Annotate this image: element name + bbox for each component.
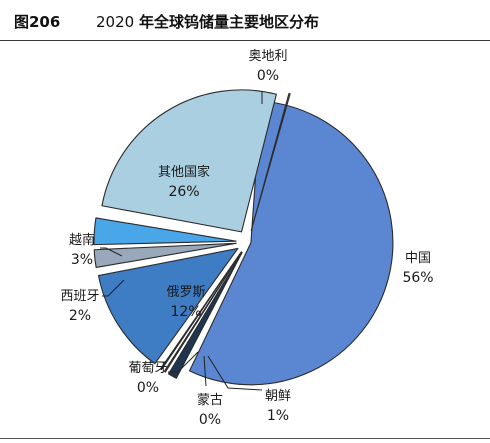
slice-value-label-4: 0% bbox=[137, 380, 159, 396]
slice-name-label-5: 俄罗斯 bbox=[166, 285, 205, 300]
slice-value-label-1: 56% bbox=[402, 270, 433, 286]
pie-chart: 中国 56% 朝鲜 1% 蒙古 0% 葡萄牙 0% 俄罗斯 12% 西班牙 2% 越南 3% 其他国家 26%… bbox=[60, 49, 433, 428]
slice-value-label-2: 1% bbox=[267, 408, 289, 424]
slice-name-label-9: 奥地利 bbox=[248, 49, 287, 64]
leader-line-4 bbox=[168, 351, 199, 373]
slice-name-label-4: 葡萄牙 bbox=[128, 361, 167, 376]
leader-line-7 bbox=[100, 247, 123, 257]
pie-slice-8 bbox=[101, 89, 277, 233]
slice-value-label-7: 3% bbox=[71, 252, 93, 268]
figure-footer-rule bbox=[0, 438, 490, 439]
slice-value-label-3: 0% bbox=[199, 412, 221, 428]
slice-value-label-6: 2% bbox=[69, 308, 91, 324]
figure-title: 2020 年全球钨储量主要地区分布 bbox=[96, 11, 319, 32]
slice-name-label-7: 越南 bbox=[69, 232, 95, 248]
slice-value-label-8: 26% bbox=[168, 184, 199, 200]
leader-line-3 bbox=[203, 355, 207, 387]
figure-number: 图206 bbox=[14, 13, 61, 31]
pie-slice-3 bbox=[163, 251, 243, 373]
slice-name-label-2: 朝鲜 bbox=[265, 389, 291, 404]
pie-slice-2 bbox=[167, 251, 243, 379]
slice-name-label-3: 蒙古 bbox=[197, 393, 223, 408]
slice-value-label-5: 12% bbox=[170, 304, 201, 320]
pie-slice-4 bbox=[160, 251, 242, 371]
pie-slice-9 bbox=[250, 92, 291, 231]
pie-slice-1 bbox=[188, 100, 394, 386]
pie-slice-5 bbox=[97, 247, 239, 365]
figure-title-year: 2020 bbox=[96, 13, 135, 31]
figure-title-text: 年全球钨储量主要地区分布 bbox=[138, 13, 319, 31]
slice-name-label-6: 西班牙 bbox=[60, 289, 99, 304]
slice-name-label-8: 其他国家 bbox=[158, 164, 210, 180]
pie-slice-7 bbox=[93, 217, 237, 246]
slice-value-label-9: 0% bbox=[257, 68, 279, 84]
figure-header: 图206 2020 年全球钨储量主要地区分布 bbox=[0, 0, 490, 41]
pie-slice-6 bbox=[93, 242, 237, 269]
slice-name-label-1: 中国 bbox=[405, 251, 431, 266]
leader-line-6 bbox=[102, 279, 125, 297]
leader-line-2 bbox=[207, 355, 263, 391]
